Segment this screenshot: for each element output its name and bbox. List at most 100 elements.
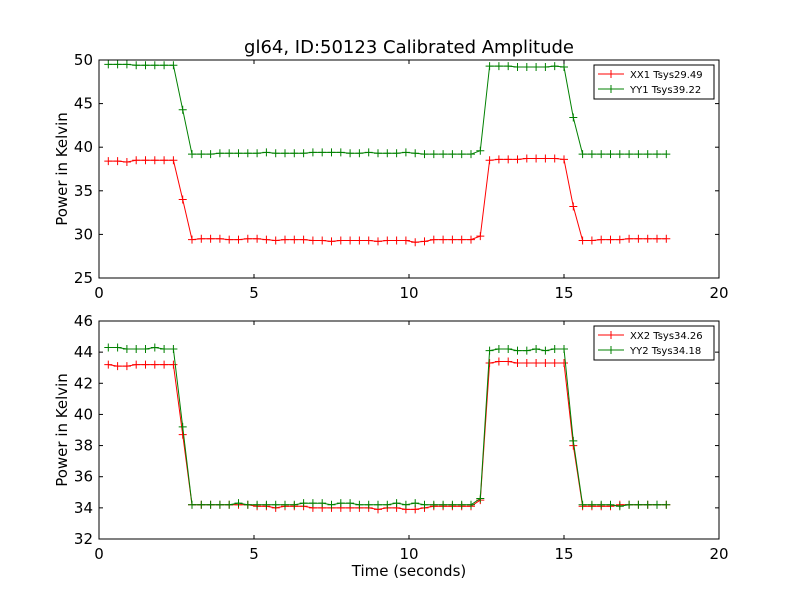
data-point-yy1 bbox=[290, 149, 299, 158]
data-point-yy1 bbox=[653, 150, 661, 159]
y-tick-label: 38 bbox=[74, 437, 93, 455]
data-point-yy2 bbox=[104, 343, 113, 352]
data-point-yy2 bbox=[132, 345, 141, 354]
data-point-xx1 bbox=[587, 236, 596, 245]
data-point-yy1 bbox=[206, 150, 215, 159]
data-point-xx1 bbox=[606, 235, 615, 244]
data-point-yy1 bbox=[346, 149, 355, 158]
data-point-xx1 bbox=[318, 236, 327, 245]
legend-label-yy2: YY2 Tsys34.18 bbox=[629, 346, 701, 357]
data-point-yy2 bbox=[234, 499, 243, 508]
data-point-yy1 bbox=[336, 148, 345, 157]
y-tick-label: 34 bbox=[74, 499, 93, 517]
x-tick-label: 5 bbox=[249, 284, 259, 302]
data-point-xx1 bbox=[643, 234, 652, 243]
data-point-xx2 bbox=[532, 359, 541, 368]
data-point-xx1 bbox=[634, 234, 643, 243]
data-point-yy1 bbox=[560, 62, 568, 71]
data-point-yy1 bbox=[429, 150, 438, 159]
data-point-xx2 bbox=[522, 359, 531, 368]
data-point-xx1 bbox=[504, 155, 513, 164]
data-point-yy2 bbox=[634, 500, 643, 509]
data-point-yy1 bbox=[318, 148, 327, 157]
data-point-xx1 bbox=[160, 156, 169, 165]
data-point-yy1 bbox=[364, 148, 373, 157]
data-point-yy2 bbox=[318, 499, 327, 508]
data-point-yy1 bbox=[215, 149, 224, 158]
data-point-xx1 bbox=[597, 235, 606, 244]
x-tick-label: 15 bbox=[554, 284, 573, 302]
data-point-yy1 bbox=[122, 60, 131, 69]
top-legend: XX1 Tsys29.49 YY1 Tsys39.22 bbox=[593, 64, 715, 100]
data-point-xx1 bbox=[532, 154, 541, 163]
y-tick-label: 40 bbox=[74, 405, 93, 423]
data-point-yy1 bbox=[532, 62, 541, 71]
data-point-yy1 bbox=[132, 61, 141, 70]
data-point-xx1 bbox=[243, 234, 252, 243]
data-point-yy1 bbox=[271, 149, 280, 158]
data-point-xx2 bbox=[160, 360, 169, 369]
data-point-yy2 bbox=[392, 499, 401, 508]
top-y-axis-label: Power in Kelvin bbox=[53, 112, 71, 226]
top-legend-box bbox=[593, 64, 715, 100]
data-point-xx1 bbox=[104, 157, 113, 166]
y-tick-label: 46 bbox=[74, 312, 93, 330]
data-point-yy2 bbox=[429, 500, 438, 509]
data-point-yy2 bbox=[411, 499, 420, 508]
data-point-yy1 bbox=[634, 150, 643, 159]
data-point-xx2 bbox=[504, 357, 513, 366]
top-plot-area: 0 5 10 15 20 25 30 35 40 45 50 bbox=[74, 51, 729, 302]
data-point-xx2 bbox=[104, 360, 113, 369]
data-point-yy2 bbox=[160, 345, 169, 354]
data-point-xx1 bbox=[411, 238, 420, 247]
data-point-xx1 bbox=[122, 158, 131, 167]
data-point-xx1 bbox=[308, 236, 317, 245]
data-point-yy1 bbox=[178, 105, 187, 114]
legend-label-xx2: XX2 Tsys34.26 bbox=[630, 331, 703, 342]
data-point-xx1 bbox=[374, 237, 382, 246]
data-point-yy1 bbox=[439, 150, 448, 159]
data-point-xx1 bbox=[578, 236, 587, 245]
data-point-yy2 bbox=[606, 500, 615, 509]
data-point-xx2 bbox=[150, 360, 159, 369]
data-point-yy2 bbox=[597, 500, 606, 509]
data-point-xx1 bbox=[420, 237, 429, 246]
bottom-subplot: 0 5 10 15 20 32 34 36 38 40 42 44 46 Power in Kelvin… bbox=[53, 312, 729, 580]
bottom-legend-box bbox=[593, 325, 715, 361]
y-tick-label: 32 bbox=[74, 530, 93, 548]
data-point-yy1 bbox=[234, 149, 243, 158]
data-point-yy2 bbox=[457, 500, 466, 509]
data-point-xx1 bbox=[188, 235, 196, 244]
data-point-xx1 bbox=[401, 236, 410, 245]
data-point-yy2 bbox=[625, 500, 634, 509]
data-point-xx1 bbox=[364, 236, 373, 245]
data-point-xx2 bbox=[113, 362, 122, 371]
data-point-xx1 bbox=[476, 232, 485, 241]
data-point-xx1 bbox=[541, 154, 550, 163]
data-point-yy2 bbox=[467, 500, 475, 509]
data-point-yy1 bbox=[299, 149, 308, 158]
data-point-yy2 bbox=[281, 500, 289, 509]
data-point-yy1 bbox=[160, 61, 169, 70]
data-point-xx1 bbox=[169, 156, 178, 165]
data-point-yy1 bbox=[141, 61, 150, 70]
data-point-xx1 bbox=[234, 235, 243, 244]
data-point-xx1 bbox=[150, 156, 159, 165]
data-point-yy1 bbox=[150, 61, 159, 70]
data-point-yy2 bbox=[169, 345, 178, 354]
data-point-yy1 bbox=[197, 150, 206, 159]
data-point-xx2 bbox=[513, 359, 522, 368]
data-point-yy1 bbox=[420, 150, 429, 159]
data-point-yy2 bbox=[225, 500, 234, 509]
data-point-xx2 bbox=[122, 362, 131, 371]
data-point-xx2 bbox=[541, 359, 550, 368]
data-point-xx2 bbox=[169, 360, 178, 369]
data-point-yy1 bbox=[383, 149, 392, 158]
data-point-yy2 bbox=[653, 500, 661, 509]
data-point-yy2 bbox=[448, 500, 457, 509]
data-point-yy2 bbox=[494, 345, 503, 354]
data-point-xx1 bbox=[132, 156, 141, 165]
data-point-yy1 bbox=[411, 149, 420, 158]
data-point-yy2 bbox=[141, 345, 150, 354]
